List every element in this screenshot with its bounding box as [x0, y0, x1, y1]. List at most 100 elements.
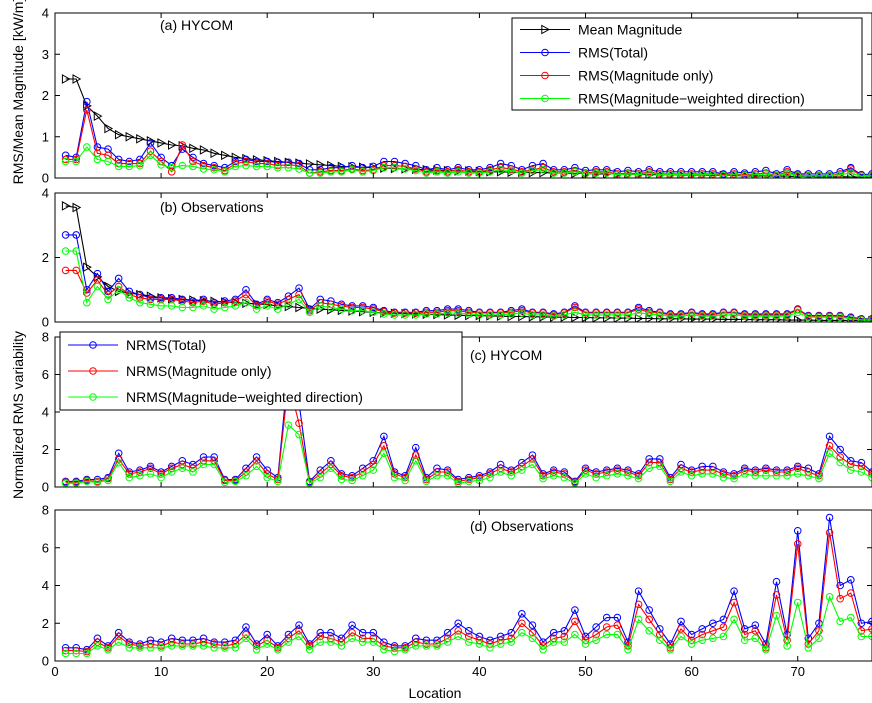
data-point: [443, 306, 452, 315]
data-point: [252, 645, 261, 654]
data-point: [539, 311, 547, 319]
data-point: [93, 478, 102, 487]
data-point: [666, 643, 675, 652]
data-point: [157, 138, 167, 148]
data-point: [422, 640, 431, 648]
data-point: [751, 471, 760, 480]
data-point: [327, 628, 335, 637]
data-point: [114, 274, 123, 283]
data-point: [114, 162, 123, 171]
data-point: [263, 473, 272, 482]
data-point: [220, 642, 229, 650]
data-point: [645, 464, 653, 473]
data-point: [167, 302, 176, 310]
data-point: [836, 594, 844, 603]
data-point: [496, 311, 505, 319]
data-point: [422, 169, 431, 177]
data-point: [655, 630, 664, 639]
data-point: [327, 303, 335, 312]
data-point: [380, 432, 388, 441]
x-tick-label: 30: [366, 664, 380, 679]
data-point: [167, 468, 176, 476]
series-line-1: [65, 517, 872, 651]
data-point: [528, 621, 537, 629]
data-point: [104, 476, 112, 485]
data-point: [475, 640, 484, 648]
data-point: [348, 628, 356, 637]
data-point: [804, 643, 813, 652]
data-point: [677, 468, 685, 476]
y-tick-label: 0: [42, 654, 49, 669]
data-point: [602, 623, 611, 631]
data-point: [380, 441, 388, 450]
data-point: [634, 600, 643, 609]
data-point: [146, 151, 155, 160]
y-tick-label: 4: [42, 578, 49, 593]
data-point: [125, 131, 135, 142]
data-point: [274, 645, 282, 654]
data-point: [443, 169, 452, 177]
data-point: [146, 139, 155, 147]
data-point: [486, 473, 494, 482]
data-point: [740, 625, 749, 633]
y-tick-label: 0: [42, 480, 49, 495]
data-point: [868, 316, 872, 322]
data-point: [189, 143, 198, 154]
data-point: [274, 477, 282, 486]
data-point: [475, 309, 484, 317]
axes-box: [54, 509, 872, 662]
legend-box: [59, 331, 463, 411]
data-point: [549, 471, 558, 480]
data-point: [263, 630, 272, 639]
data-point: [465, 627, 473, 635]
y-tick-label: 6: [42, 367, 49, 382]
plot-area: [61, 365, 872, 487]
data-point: [868, 625, 872, 633]
data-point: [104, 123, 114, 134]
data-point: [465, 310, 473, 318]
series-line-4: [65, 250, 872, 321]
plot-area: [61, 513, 872, 658]
data-point: [146, 464, 155, 473]
data-point: [613, 613, 622, 622]
data-point: [125, 162, 134, 171]
data-point: [496, 165, 505, 174]
data-point: [825, 449, 834, 458]
data-point: [210, 638, 218, 646]
y-tick-label: 0: [42, 315, 49, 330]
data-point: [560, 632, 569, 641]
data-point: [411, 642, 420, 650]
data-point: [61, 649, 70, 658]
data-point: [719, 473, 728, 482]
data-point: [571, 617, 579, 626]
legend-marker: [541, 24, 551, 35]
data-point: [61, 155, 70, 164]
data-point: [157, 161, 165, 169]
data-point: [380, 307, 388, 316]
data-point: [825, 441, 834, 450]
data-point: [581, 640, 590, 648]
data-point: [72, 231, 81, 239]
data-point: [751, 312, 760, 320]
legend-label: NRMS(Magnitude only): [126, 363, 272, 379]
data-point: [465, 632, 473, 641]
data-point: [178, 303, 187, 312]
data-point: [348, 476, 356, 485]
data-point: [295, 290, 303, 299]
data-point: [772, 172, 781, 178]
data-point: [486, 163, 494, 172]
data-point: [793, 172, 802, 178]
data-point: [528, 634, 537, 643]
data-point: [422, 642, 431, 650]
data-point: [719, 623, 728, 631]
data-point: [560, 627, 569, 635]
data-point: [846, 169, 855, 177]
data-point: [772, 312, 781, 320]
data-point: [655, 309, 664, 317]
data-point: [507, 638, 516, 646]
data-point: [411, 451, 420, 459]
data-point: [136, 133, 145, 144]
legend-label: NRMS(Total): [126, 337, 206, 353]
data-point: [401, 643, 409, 652]
data-point: [868, 172, 872, 178]
